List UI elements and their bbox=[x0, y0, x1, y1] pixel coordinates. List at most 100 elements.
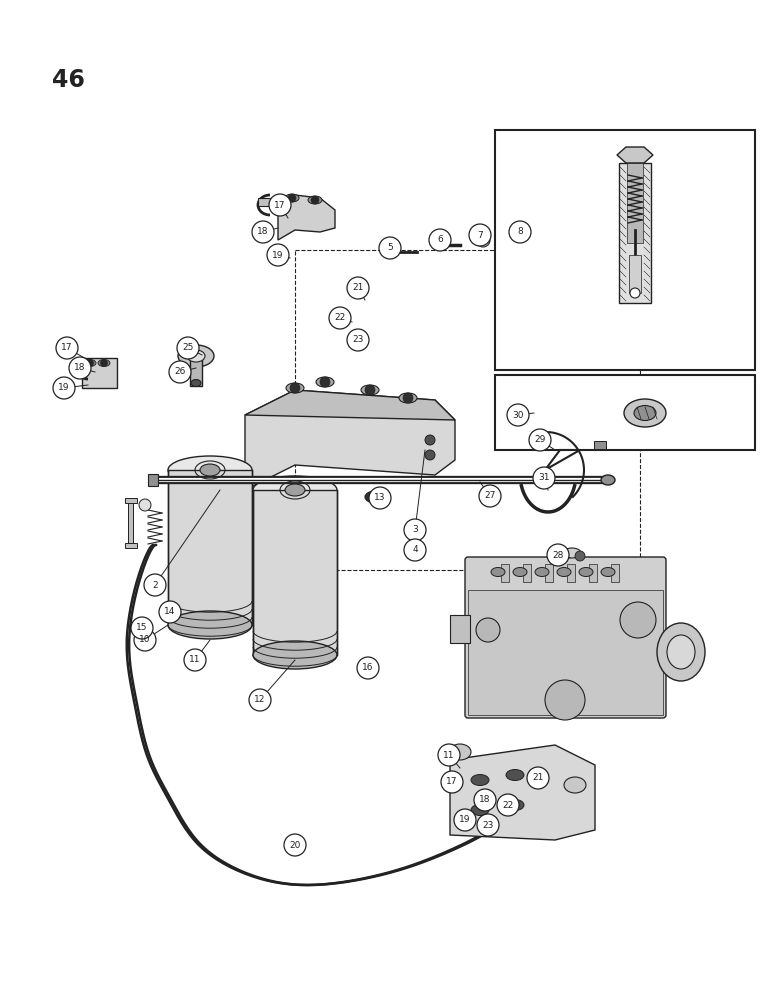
Bar bbox=[125, 543, 137, 548]
Ellipse shape bbox=[316, 377, 334, 387]
Circle shape bbox=[357, 657, 379, 679]
FancyBboxPatch shape bbox=[465, 557, 666, 718]
Circle shape bbox=[369, 487, 391, 509]
Text: 25: 25 bbox=[183, 344, 193, 353]
Bar bbox=[611, 564, 619, 582]
Text: 26: 26 bbox=[174, 367, 186, 376]
Text: 7: 7 bbox=[477, 231, 483, 239]
Ellipse shape bbox=[449, 744, 471, 760]
Text: 23: 23 bbox=[353, 336, 363, 344]
Ellipse shape bbox=[634, 406, 656, 420]
Circle shape bbox=[87, 360, 94, 366]
Circle shape bbox=[474, 789, 496, 811]
Ellipse shape bbox=[506, 770, 524, 780]
Bar bbox=[495, 130, 755, 370]
Text: 18: 18 bbox=[257, 228, 269, 236]
Ellipse shape bbox=[506, 800, 524, 810]
Circle shape bbox=[479, 485, 501, 507]
Circle shape bbox=[177, 337, 199, 359]
Circle shape bbox=[365, 385, 375, 395]
Text: 27: 27 bbox=[484, 491, 495, 500]
Text: 19: 19 bbox=[459, 816, 471, 824]
Text: 6: 6 bbox=[437, 235, 443, 244]
Circle shape bbox=[169, 361, 191, 383]
Text: 30: 30 bbox=[512, 410, 523, 420]
Circle shape bbox=[404, 519, 426, 541]
Ellipse shape bbox=[308, 196, 322, 204]
Ellipse shape bbox=[187, 350, 205, 362]
Circle shape bbox=[575, 551, 585, 561]
Ellipse shape bbox=[178, 345, 214, 367]
Circle shape bbox=[144, 574, 166, 596]
Bar bbox=[128, 500, 133, 545]
Circle shape bbox=[159, 601, 181, 623]
Circle shape bbox=[311, 196, 319, 204]
Bar bbox=[295, 250, 640, 570]
Text: 8: 8 bbox=[517, 228, 523, 236]
Ellipse shape bbox=[98, 360, 110, 366]
Ellipse shape bbox=[84, 360, 96, 366]
Ellipse shape bbox=[471, 804, 489, 816]
Polygon shape bbox=[245, 390, 455, 420]
Text: 11: 11 bbox=[443, 750, 455, 760]
Text: 3: 3 bbox=[412, 526, 418, 534]
Circle shape bbox=[438, 744, 460, 766]
Ellipse shape bbox=[624, 399, 666, 427]
Circle shape bbox=[425, 435, 435, 445]
Text: 17: 17 bbox=[275, 200, 285, 210]
Circle shape bbox=[476, 233, 490, 247]
Bar bbox=[567, 564, 575, 582]
Circle shape bbox=[101, 360, 108, 366]
Circle shape bbox=[480, 237, 486, 243]
Bar bbox=[258, 198, 272, 206]
Bar bbox=[594, 441, 606, 449]
Circle shape bbox=[507, 404, 529, 426]
Ellipse shape bbox=[601, 475, 615, 485]
Circle shape bbox=[284, 834, 306, 856]
Bar bbox=[589, 564, 597, 582]
Text: 22: 22 bbox=[335, 314, 346, 322]
Text: 46: 46 bbox=[52, 68, 85, 92]
Bar bbox=[468, 590, 663, 715]
Ellipse shape bbox=[667, 635, 695, 669]
Bar bbox=[168, 470, 252, 625]
Circle shape bbox=[497, 794, 519, 816]
Ellipse shape bbox=[365, 491, 385, 503]
Polygon shape bbox=[545, 450, 580, 470]
Bar bbox=[82, 358, 117, 388]
Ellipse shape bbox=[564, 777, 586, 793]
Circle shape bbox=[56, 337, 78, 359]
Circle shape bbox=[379, 237, 401, 259]
Ellipse shape bbox=[191, 379, 201, 386]
Ellipse shape bbox=[535, 568, 549, 576]
Circle shape bbox=[454, 809, 476, 831]
Circle shape bbox=[347, 277, 369, 299]
Ellipse shape bbox=[471, 774, 489, 786]
Bar bbox=[190, 356, 202, 386]
Text: 18: 18 bbox=[74, 363, 86, 372]
Circle shape bbox=[476, 618, 500, 642]
Circle shape bbox=[403, 393, 413, 403]
Text: 15: 15 bbox=[136, 624, 147, 633]
Circle shape bbox=[139, 499, 151, 511]
Ellipse shape bbox=[285, 484, 305, 496]
Circle shape bbox=[53, 377, 75, 399]
Ellipse shape bbox=[285, 194, 299, 202]
Ellipse shape bbox=[361, 385, 379, 395]
Circle shape bbox=[509, 221, 531, 243]
Bar bbox=[619, 163, 651, 303]
Circle shape bbox=[404, 539, 426, 561]
Circle shape bbox=[269, 194, 291, 216]
Circle shape bbox=[620, 602, 656, 638]
Ellipse shape bbox=[168, 611, 252, 639]
Circle shape bbox=[131, 617, 153, 639]
Text: 20: 20 bbox=[289, 840, 300, 850]
Circle shape bbox=[347, 329, 369, 351]
Bar bbox=[501, 564, 509, 582]
Ellipse shape bbox=[579, 568, 593, 576]
Text: 18: 18 bbox=[479, 796, 491, 804]
Text: 12: 12 bbox=[254, 696, 266, 704]
Circle shape bbox=[320, 377, 330, 387]
Text: 2: 2 bbox=[152, 580, 158, 589]
Text: 11: 11 bbox=[190, 656, 200, 664]
